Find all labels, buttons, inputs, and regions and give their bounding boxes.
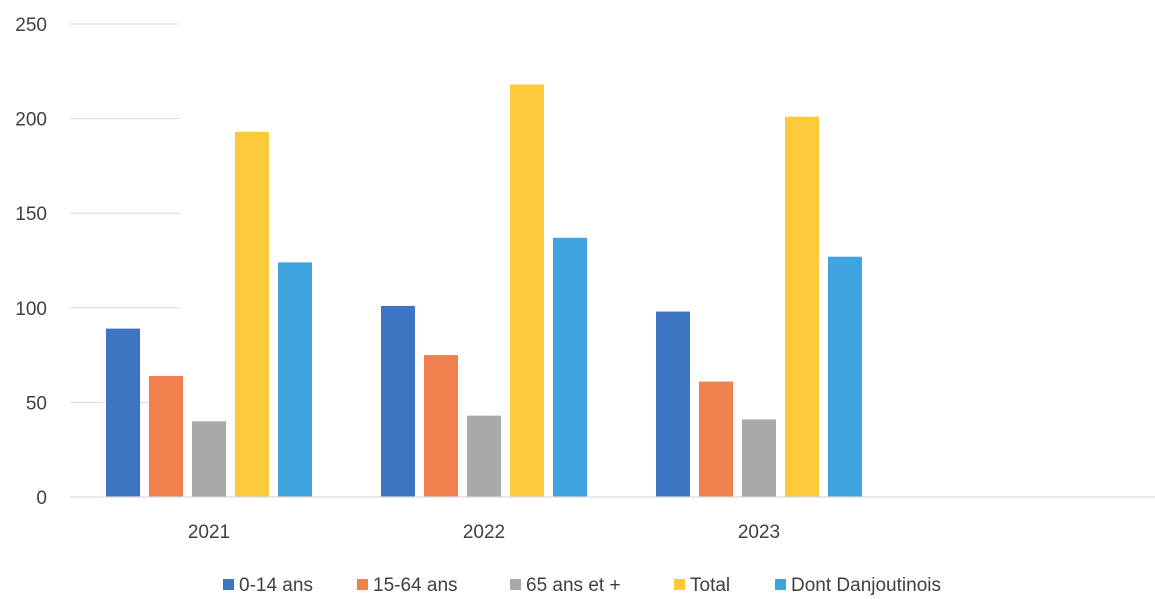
legend-swatch [510, 579, 521, 590]
y-tick-label: 50 [26, 393, 47, 414]
bar-15-64-ans-2021 [149, 375, 183, 497]
legend-item: Dont Danjoutinois [775, 575, 941, 596]
axes: 0 50 100 150 200 250 2021 2022 2023 [15, 15, 1155, 543]
legend-swatch [223, 579, 234, 590]
bar-total-2021 [235, 131, 269, 497]
y-tick-label: 250 [15, 15, 47, 36]
legend-label: Dont Danjoutinois [791, 575, 941, 596]
y-tick-label: 150 [15, 204, 47, 225]
x-category-label: 2022 [463, 522, 505, 543]
bar-65-ans-et--2022 [467, 415, 501, 497]
y-tick-label: 100 [15, 299, 47, 320]
legend-label: 15-64 ans [373, 575, 458, 596]
x-category-label: 2021 [188, 522, 230, 543]
bars [106, 84, 862, 497]
legend-item: Total [674, 575, 730, 596]
y-tick-label: 200 [15, 110, 47, 131]
legend-swatch [357, 579, 368, 590]
bar-total-2022 [510, 84, 544, 497]
x-category-label: 2023 [738, 522, 780, 543]
legend-label: 65 ans et + [526, 575, 621, 596]
legend: 0-14 ans 15-64 ans 65 ans et + Total Dont Da… [223, 575, 941, 596]
bar-dont-danjoutinois-2022 [553, 237, 587, 497]
bar-65-ans-et--2021 [192, 421, 226, 497]
legend-item: 15-64 ans [357, 575, 458, 596]
bar-dont-danjoutinois-2023 [828, 256, 862, 497]
legend-swatch [775, 579, 786, 590]
legend-label: Total [690, 575, 730, 596]
bar-0-14-ans-2021 [106, 328, 140, 497]
bar-0-14-ans-2022 [381, 305, 415, 497]
y-tick-label: 0 [36, 488, 47, 509]
bar-total-2023 [785, 116, 819, 497]
legend-item: 0-14 ans [223, 575, 313, 596]
bar-15-64-ans-2022 [424, 355, 458, 497]
bar-15-64-ans-2023 [699, 381, 733, 497]
legend-label: 0-14 ans [239, 575, 313, 596]
legend-item: 65 ans et + [510, 575, 621, 596]
bar-dont-danjoutinois-2021 [278, 262, 312, 497]
bar-0-14-ans-2023 [656, 311, 690, 497]
legend-swatch [674, 579, 685, 590]
bar-65-ans-et--2023 [742, 419, 776, 497]
